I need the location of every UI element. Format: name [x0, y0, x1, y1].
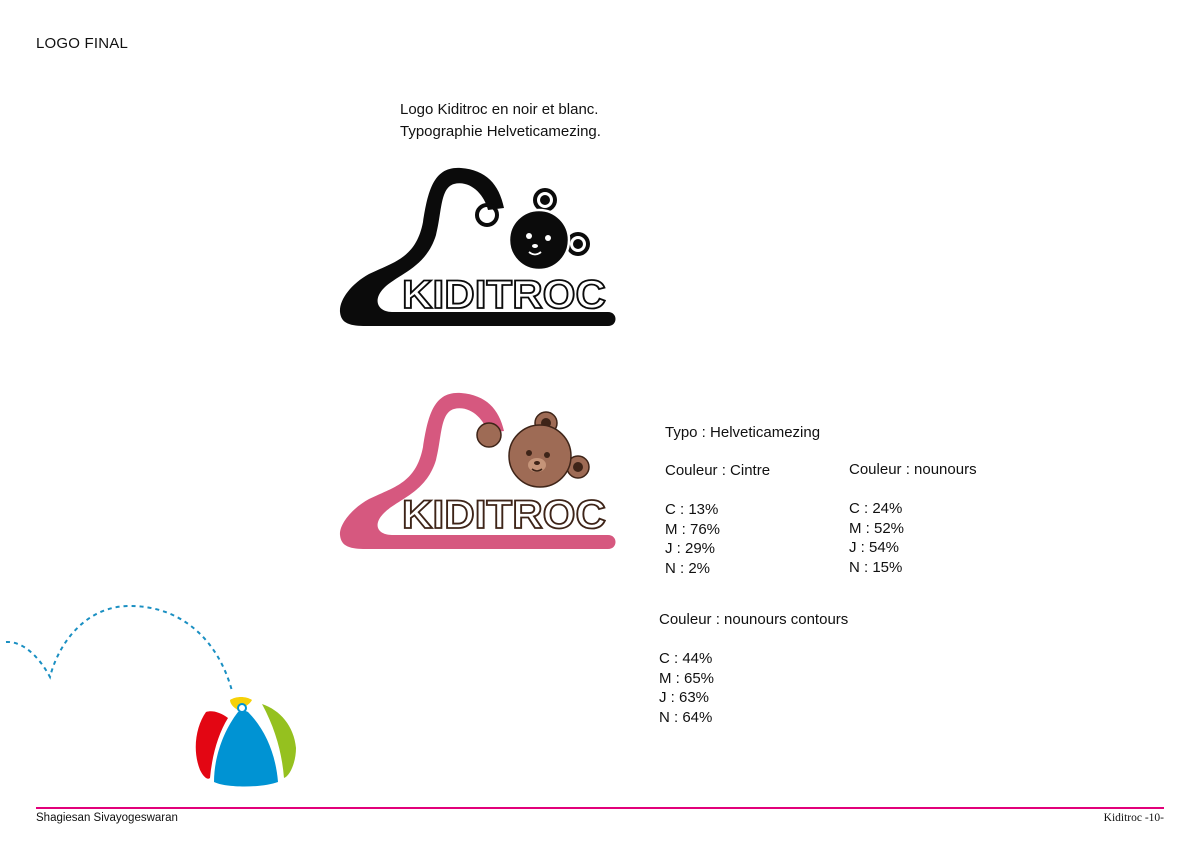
dotted-bounce-path [5, 604, 233, 692]
caption-line-2: Typographie Helveticamezing. [400, 123, 601, 140]
hanger-shape-bw [339, 167, 616, 326]
contours-j: J : 63% [659, 689, 710, 706]
contours-m: M : 65% [659, 669, 715, 687]
footer-author: Shagiesan Sivayogeswaran [36, 812, 178, 824]
page-title: LOGO FINAL [36, 35, 129, 52]
beach-ball-icon [195, 697, 296, 787]
cintre-c: C : 13% [665, 501, 719, 518]
cintre-spec: Couleur : Cintre C : 13% M : 76% J : 29%… [665, 461, 770, 578]
cintre-j: J : 29% [665, 540, 716, 557]
nounours-c: C : 24% [849, 500, 903, 517]
small-ball-brown [476, 422, 502, 448]
bear-head-bw [507, 188, 590, 272]
nounours-m: M : 52% [849, 519, 905, 537]
hanger-shape-pink [339, 392, 616, 549]
nounours-j: J : 54% [849, 539, 900, 556]
small-ring-bw [475, 203, 499, 227]
wordmark-bw: KIDITROC [402, 273, 606, 317]
logo-black-white: KIDITROC [339, 167, 616, 326]
contours-c: C : 44% [659, 650, 713, 667]
cintre-n: N : 2% [665, 559, 711, 577]
contours-spec: Couleur : nounours contours C : 44% M : … [659, 610, 848, 727]
footer-page-label: Kiditroc -10- [1103, 812, 1164, 824]
wordmark-color: KIDITROC [402, 493, 606, 537]
contours-title: Couleur : nounours contours [659, 611, 849, 628]
nounours-title: Couleur : nounours [849, 461, 977, 478]
typo-spec: Typo : Helveticamezing [665, 424, 821, 441]
nounours-n: N : 15% [849, 558, 903, 576]
logo-caption: Logo Kiditroc en noir et blanc. Typograp… [400, 99, 601, 143]
cintre-title: Couleur : Cintre [665, 462, 771, 479]
footer-divider [36, 807, 1164, 809]
logo-color: KIDITROC [339, 392, 616, 549]
bear-head-color [508, 411, 590, 488]
cintre-m: M : 76% [665, 520, 721, 538]
nounours-spec: Couleur : nounours C : 24% M : 52% J : 5… [849, 460, 977, 577]
contours-n: N : 64% [659, 708, 713, 726]
caption-line-1: Logo Kiditroc en noir et blanc. [400, 101, 599, 118]
